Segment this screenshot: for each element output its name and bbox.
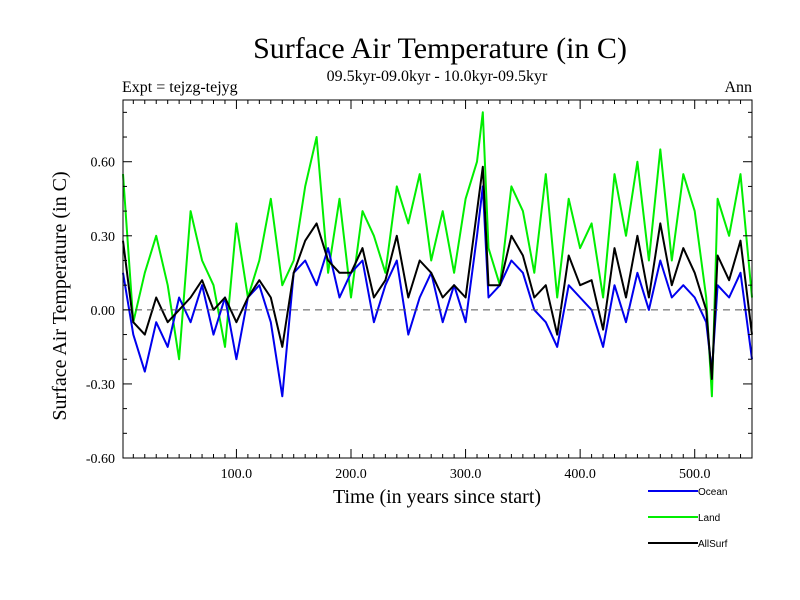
plot-frame	[122, 99, 753, 459]
series-line-ocean	[122, 185, 753, 398]
chart-title: Surface Air Temperature (in C)	[253, 32, 627, 65]
series-line-allsurf	[122, 165, 753, 380]
experiment-label: Expt = tejzg-tejyg	[122, 79, 238, 96]
x-tick-label: 400.0	[564, 467, 596, 482]
plot-axes: 100.0 200.0 300.0 400.0 500.0 -0.60 -0.30 0.00 0…	[86, 99, 753, 482]
legend-label-allsurf: AllSurf	[698, 539, 728, 550]
y-tick-label: -0.30	[86, 378, 115, 393]
y-tick-label: -0.60	[86, 452, 115, 467]
x-tick-label: 500.0	[679, 467, 711, 482]
y-tick-label: 0.60	[91, 156, 116, 171]
x-tick-label: 200.0	[335, 467, 367, 482]
series-line-land	[122, 111, 753, 398]
legend-label-ocean: Ocean	[698, 487, 727, 498]
plot-lines	[122, 111, 753, 398]
y-tick-label: 0.00	[91, 304, 116, 319]
x-axis-label: Time (in years since start)	[333, 486, 541, 508]
chart-subtitle: 09.5kyr-09.0kyr - 10.0kyr-09.5kyr	[327, 68, 548, 85]
season-label: Ann	[724, 79, 752, 96]
legend: Ocean Land AllSurf	[648, 487, 728, 550]
x-tick-label: 100.0	[221, 467, 253, 482]
x-tick-label: 300.0	[450, 467, 482, 482]
y-tick-label: 0.30	[91, 230, 116, 245]
y-axis-label: Surface Air Temperature (in C)	[49, 171, 71, 420]
legend-label-land: Land	[698, 513, 720, 524]
